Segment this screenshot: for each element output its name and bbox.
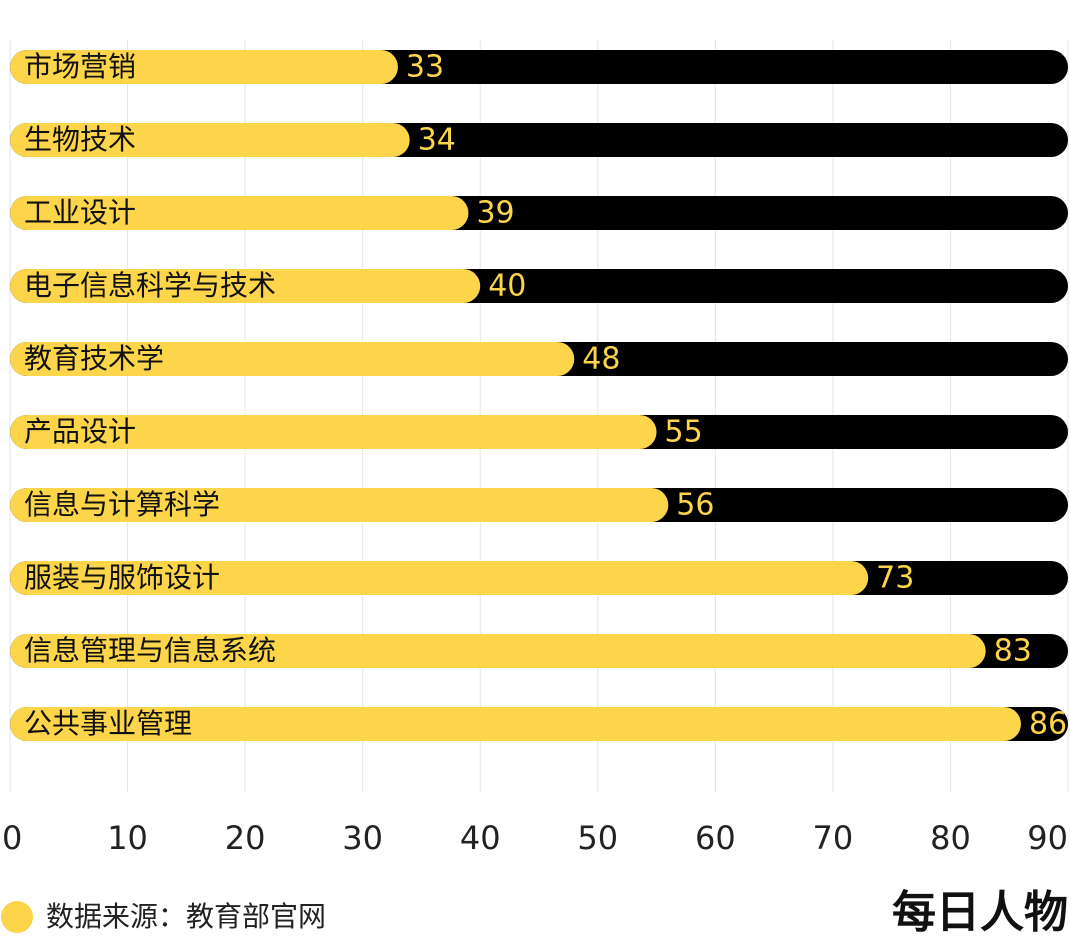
x-tick-label: 20 bbox=[225, 819, 266, 857]
value-label: 83 bbox=[994, 634, 1032, 669]
value-label: 56 bbox=[676, 488, 714, 523]
category-label: 电子信息科学与技术 bbox=[24, 269, 276, 302]
x-tick-label: 80 bbox=[930, 819, 971, 857]
category-label: 服装与服饰设计 bbox=[24, 561, 220, 594]
category-label: 信息管理与信息系统 bbox=[24, 634, 276, 667]
x-tick-label: 70 bbox=[813, 819, 854, 857]
value-label: 73 bbox=[876, 561, 914, 596]
bar bbox=[10, 50, 398, 84]
value-label: 40 bbox=[488, 269, 526, 304]
x-tick-label: 40 bbox=[460, 819, 501, 857]
value-label: 48 bbox=[582, 342, 620, 377]
x-tick-label: 10 bbox=[107, 819, 148, 857]
bar bbox=[10, 561, 869, 595]
category-label: 公共事业管理 bbox=[24, 707, 192, 740]
bar bbox=[10, 415, 657, 449]
bar bbox=[10, 342, 575, 376]
value-label: 55 bbox=[665, 415, 703, 450]
value-label: 34 bbox=[418, 123, 456, 158]
category-label: 产品设计 bbox=[24, 415, 136, 448]
bar bbox=[10, 269, 481, 303]
x-tick-label: 0 bbox=[2, 819, 22, 857]
category-label: 市场营销 bbox=[24, 50, 136, 83]
bar bbox=[10, 123, 410, 157]
x-tick-label: 60 bbox=[695, 819, 736, 857]
x-tick-label: 90 bbox=[1027, 819, 1068, 857]
value-label: 86 bbox=[1029, 707, 1067, 742]
category-label: 生物技术 bbox=[24, 123, 136, 156]
logo: 每日人物 bbox=[892, 887, 1068, 937]
x-tick-label: 50 bbox=[577, 819, 618, 857]
category-label: 信息与计算科学 bbox=[24, 488, 220, 521]
bar bbox=[10, 707, 1021, 741]
value-label: 39 bbox=[476, 196, 514, 231]
x-tick-label: 30 bbox=[342, 819, 383, 857]
source-dot bbox=[1, 901, 33, 933]
category-label: 教育技术学 bbox=[24, 342, 164, 375]
bar bbox=[10, 634, 986, 668]
category-label: 工业设计 bbox=[24, 196, 136, 229]
source-note: 数据来源：教育部官网 bbox=[46, 900, 326, 933]
value-label: 33 bbox=[406, 50, 444, 85]
bar bbox=[10, 488, 669, 522]
bar bbox=[10, 196, 469, 230]
